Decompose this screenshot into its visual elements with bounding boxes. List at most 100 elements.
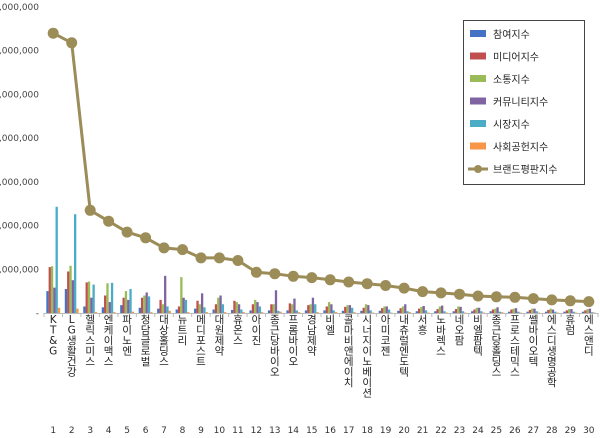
- bar-2-12: [251, 304, 255, 313]
- rank-label: 6: [143, 426, 149, 436]
- bar-1-3: [83, 306, 86, 313]
- line-point-7: [158, 242, 170, 254]
- bar-3-2: [69, 265, 72, 313]
- bar-1-30: [581, 311, 585, 313]
- bar-2-9: [196, 300, 199, 313]
- bar-5-17: [351, 307, 354, 313]
- y-tick-label: 4,000,000: [0, 134, 39, 144]
- x-axis: K T & G 1 L G 생 활 건 강 2 헬 릭 스 미 스 3 엔 케 이 맥 스 4 파 이 노 엔 5 청 담 글 로 벌 6 대 상 홀 딩 스…: [43, 313, 599, 436]
- bar-2-27: [528, 309, 532, 313]
- rank-label: 9: [198, 426, 204, 436]
- bar-1-25: [489, 311, 492, 313]
- bar-4-28: [551, 309, 555, 313]
- bar-2-13: [270, 304, 273, 313]
- line-point-26: [509, 291, 521, 303]
- bar-1-19: [378, 310, 382, 313]
- line-point-23: [454, 288, 465, 300]
- bar-6-25: [501, 312, 504, 313]
- rank-label: 2: [69, 426, 75, 436]
- bar-2-3: [85, 282, 88, 313]
- bar-1-9: [194, 308, 197, 313]
- bar-1-24: [471, 311, 474, 313]
- bar-4-26: [514, 308, 518, 313]
- rank-label: 5: [124, 426, 130, 436]
- legend-label: 시장지수: [493, 119, 530, 131]
- bar-4-17: [348, 305, 351, 313]
- bar-5-15: [314, 304, 317, 313]
- bar-6-9: [205, 312, 208, 313]
- line-point-12: [250, 266, 262, 278]
- bar-4-29: [570, 309, 573, 313]
- rank-label: 11: [232, 426, 243, 436]
- bar-2-2: [67, 271, 70, 313]
- legend-swatch: [470, 120, 486, 127]
- bar-5-27: [535, 311, 538, 313]
- line-point-18: [361, 278, 373, 290]
- line-point-4: [103, 215, 115, 227]
- bar-5-9: [203, 307, 206, 313]
- bar-5-19: [387, 309, 391, 313]
- bar-4-8: [182, 297, 185, 313]
- bar-2-17: [344, 306, 347, 313]
- line-point-10: [213, 252, 225, 264]
- bar-4-3: [90, 297, 93, 313]
- rank-label: 20: [398, 426, 410, 436]
- bar-3-19: [383, 306, 386, 313]
- legend-swatch: [470, 142, 486, 150]
- bar-3-10: [217, 297, 220, 313]
- bar-6-11: [242, 312, 245, 313]
- line-point-14: [287, 270, 299, 282]
- bar-1-28: [544, 311, 548, 313]
- category-label: K T & G: [49, 314, 58, 358]
- line-point-21: [417, 286, 429, 298]
- rank-label: 19: [380, 426, 392, 436]
- bar-4-5: [127, 299, 130, 313]
- line-point-5: [121, 226, 133, 238]
- bar-5-18: [369, 310, 372, 313]
- rank-label: 21: [417, 426, 428, 436]
- bar-2-18: [362, 307, 365, 313]
- bar-3-25: [494, 308, 497, 313]
- bar-5-10: [221, 304, 225, 313]
- bar-3-27: [531, 308, 534, 313]
- bar-2-25: [491, 309, 495, 313]
- bar-2-1: [48, 267, 51, 313]
- legend-label: 사회공헌지수: [493, 142, 548, 154]
- line-series-group: [47, 27, 595, 308]
- line-point-27: [527, 293, 539, 305]
- bar-6-5: [131, 311, 134, 313]
- line-point-30: [583, 296, 595, 308]
- bar-2-24: [473, 309, 476, 313]
- bar-6-6: [150, 312, 153, 313]
- legend-label: 미디어지수: [493, 52, 539, 64]
- bar-4-19: [385, 306, 388, 313]
- rank-label: 17: [343, 426, 354, 436]
- rank-label: 18: [361, 426, 373, 436]
- bar-6-7: [168, 310, 171, 313]
- legend-swatch: [470, 52, 486, 60]
- bar-1-14: [286, 310, 289, 313]
- bar-6-14: [297, 312, 301, 313]
- bar-2-15: [307, 305, 310, 313]
- line-point-8: [177, 244, 188, 256]
- bar-5-1: [55, 206, 58, 313]
- line-point-9: [195, 252, 207, 264]
- bar-6-13: [279, 311, 282, 313]
- rank-label: 22: [435, 426, 446, 436]
- bar-1-1: [46, 291, 49, 313]
- bar-5-13: [277, 310, 280, 313]
- rank-label: 8: [180, 426, 186, 436]
- bar-4-14: [293, 298, 296, 313]
- bar-5-16: [332, 310, 335, 313]
- bar-1-16: [323, 310, 326, 313]
- bar-1-20: [397, 310, 400, 313]
